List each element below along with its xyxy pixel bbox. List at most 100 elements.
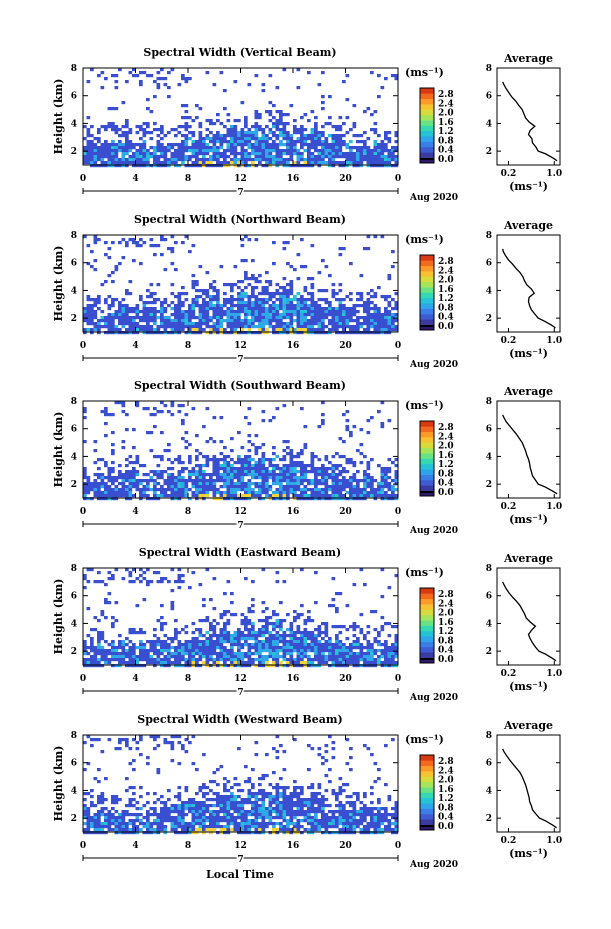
- profile-x-label: (ms⁻¹): [509, 180, 548, 193]
- colorbar-swatch: [420, 447, 434, 454]
- y-tick-label: 8: [71, 231, 77, 241]
- profile-y-tick-label: 6: [486, 92, 492, 102]
- profile-y-tick-label: 6: [486, 592, 492, 602]
- profile-x-tick-label: 0.2: [501, 336, 517, 346]
- profile-title: Average: [503, 552, 553, 565]
- colorbar-swatch: [420, 792, 434, 799]
- x-tick-label: 0: [395, 674, 401, 684]
- y-tick-label: 8: [71, 731, 77, 741]
- colorbar-swatch: [420, 604, 434, 610]
- x-tick-label: 12: [234, 841, 247, 851]
- profile-y-tick-label: 8: [486, 231, 492, 241]
- heatmap-cells: [83, 568, 399, 668]
- colorbar-swatch: [420, 813, 434, 820]
- colorbar-swatch: [420, 657, 434, 664]
- colorbar-tick-label: 2.8: [438, 590, 454, 600]
- x-tick-label: 4: [132, 341, 138, 351]
- colorbar-swatch: [420, 598, 434, 605]
- profile-title: Average: [503, 219, 553, 232]
- colorbar-tick-label: 1.2: [438, 294, 454, 304]
- colorbar-swatch: [420, 255, 434, 261]
- y-axis-label: Height (km): [52, 246, 65, 322]
- profile-y-tick-label: 2: [486, 814, 492, 824]
- profile-x-label: (ms⁻¹): [509, 847, 548, 860]
- colorbar-unit: (ms⁻¹): [405, 566, 444, 579]
- colorbar-swatch: [420, 141, 434, 148]
- profile-x-label: (ms⁻¹): [509, 513, 548, 526]
- colorbar-swatch: [420, 319, 434, 325]
- day-label: 7: [237, 355, 243, 365]
- profile-title: Average: [503, 719, 553, 732]
- colorbar-tick-label: 0.8: [438, 136, 454, 146]
- colorbar-tick-label: 0.8: [438, 469, 454, 479]
- colorbar-swatch: [420, 609, 434, 616]
- colorbar-tick-label: 2.8: [438, 257, 454, 267]
- colorbar-tick-label: 2.4: [438, 99, 454, 109]
- profile-x-tick-label: 1.0: [546, 336, 562, 346]
- y-axis-label: Height (km): [52, 579, 65, 655]
- profile-y-tick-label: 4: [486, 786, 492, 796]
- colorbar-swatch: [420, 808, 434, 815]
- colorbar-tick-label: 1.6: [438, 118, 454, 128]
- date-label: Aug 2020: [409, 860, 458, 870]
- profile-frame: [496, 400, 561, 499]
- profile-y-tick-label: 4: [486, 119, 492, 129]
- colorbar-tick-label: 0.0: [438, 655, 454, 665]
- colorbar-swatch: [420, 93, 434, 100]
- colorbar-tick-label: 2.8: [438, 757, 454, 767]
- colorbar-swatch: [420, 803, 434, 809]
- panel-title: Spectral Width (Southward Beam): [134, 379, 346, 392]
- y-tick-label: 4: [71, 119, 77, 129]
- y-tick-label: 4: [71, 286, 77, 296]
- profile-title: Average: [503, 52, 553, 65]
- colorbar-unit: (ms⁻¹): [405, 233, 444, 246]
- colorbar-tick-label: 0.4: [438, 813, 454, 823]
- x-tick-label: 16: [287, 674, 300, 684]
- y-tick-label: 2: [71, 647, 77, 657]
- profile-frame: [496, 234, 561, 333]
- colorbar-swatch: [420, 437, 434, 443]
- colorbar-swatch: [420, 98, 434, 105]
- colorbar-tick-label: 2.0: [438, 776, 454, 786]
- x-tick-label: 16: [287, 507, 300, 517]
- day-label: 7: [237, 688, 243, 698]
- colorbar-swatch: [420, 479, 434, 486]
- profile-line: [502, 581, 557, 662]
- colorbar-tick-label: 1.2: [438, 460, 454, 470]
- colorbar-swatch: [420, 824, 434, 831]
- x-tick-label: 4: [132, 507, 138, 517]
- profile-y-tick-label: 4: [486, 619, 492, 629]
- colorbar-tick-label: 0.8: [438, 803, 454, 813]
- colorbar-tick-label: 2.0: [438, 442, 454, 452]
- profile-y-tick-label: 2: [486, 647, 492, 657]
- profile-x-tick-label: 0.2: [501, 169, 517, 179]
- colorbar-swatch: [420, 463, 434, 470]
- profile-title: Average: [503, 385, 553, 398]
- colorbar-swatch: [420, 765, 434, 772]
- profile-y-tick-label: 6: [486, 425, 492, 435]
- colorbar-swatch: [420, 797, 434, 804]
- colorbar-unit: (ms⁻¹): [405, 399, 444, 412]
- y-axis-label: Height (km): [52, 79, 65, 155]
- colorbar-swatch: [420, 271, 434, 277]
- colorbar-swatch: [420, 120, 434, 126]
- y-axis-label: Height (km): [52, 746, 65, 822]
- heatmap-cells: [83, 735, 399, 835]
- profile-y-tick-label: 8: [486, 564, 492, 574]
- day-label: 7: [237, 188, 243, 198]
- x-tick-label: 16: [287, 841, 300, 851]
- colorbar-tick-label: 0.0: [438, 822, 454, 832]
- profile-x-tick-label: 1.0: [546, 502, 562, 512]
- colorbar-tick-label: 1.6: [438, 618, 454, 628]
- colorbar-swatch: [420, 787, 434, 793]
- colorbar-swatch: [420, 104, 434, 110]
- colorbar-swatch: [420, 152, 434, 158]
- colorbar-frame: [419, 254, 435, 331]
- profile-x-tick-label: 1.0: [546, 169, 562, 179]
- colorbar-swatch: [420, 442, 434, 449]
- profile-line: [502, 414, 558, 495]
- x-tick-label: 0: [80, 174, 86, 184]
- x-tick-label: 0: [80, 507, 86, 517]
- colorbar-tick-label: 0.4: [438, 146, 454, 156]
- x-tick-label: 8: [185, 174, 191, 184]
